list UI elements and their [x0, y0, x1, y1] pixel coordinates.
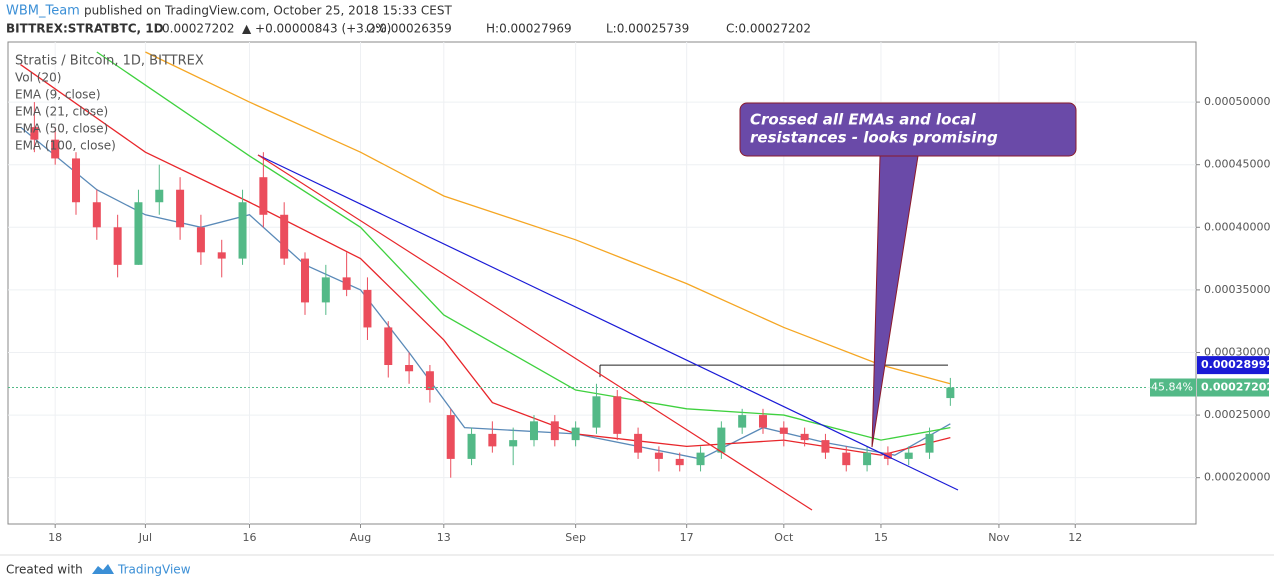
candle-body: [842, 452, 851, 466]
legend-entry: EMA (100, close): [15, 139, 116, 153]
trendline: [257, 154, 813, 511]
candle-body: [717, 427, 726, 453]
open: O:0.00026359: [366, 22, 452, 36]
ema-line: [96, 51, 951, 441]
resistance-label: 0.00028992: [1201, 358, 1274, 371]
candle-body: [550, 421, 559, 441]
candle-body: [863, 452, 872, 466]
ema-line: [20, 126, 951, 460]
candle-body: [821, 440, 830, 453]
y-tick-label: 0.00020000: [1204, 471, 1270, 484]
candle-body: [946, 387, 955, 399]
change-bg: [1150, 378, 1196, 397]
candle-body: [904, 452, 913, 459]
last-price-label: 0.00027202: [1201, 381, 1274, 394]
candle-body: [196, 227, 205, 253]
candle-body: [92, 202, 101, 228]
legend-entry: Stratis / Bitcoin, 1D, BITTREX: [15, 54, 204, 69]
candle-body: [613, 396, 622, 434]
candle-body: [758, 415, 767, 428]
candle-body: [51, 139, 60, 159]
change: ▲ +0.00000843 (+3.2%): [242, 22, 391, 36]
x-tick-label: Jul: [138, 531, 152, 544]
x-tick-label: Nov: [988, 531, 1010, 544]
x-tick-label: 15: [874, 531, 888, 544]
logo: [92, 564, 114, 574]
plot-frame: [7, 41, 1197, 525]
candle-body: [155, 189, 164, 203]
candle-body: [925, 433, 934, 453]
y-tick-label: 0.00040000: [1204, 220, 1270, 233]
x-tick-label: 18: [48, 531, 62, 544]
low: L:0.00025739: [606, 22, 689, 36]
candle-body: [363, 289, 372, 328]
change-label: -45.84%: [1147, 381, 1193, 394]
legend-entry: Vol (20): [15, 71, 61, 85]
candle-body: [134, 202, 143, 265]
callout-text: resistances - looks promising: [750, 129, 998, 147]
candle-body: [301, 258, 309, 303]
symbol: BITTREX:STRATBTC, 1D: [6, 22, 164, 36]
resistance-label-bg: [1197, 356, 1269, 375]
y-tick-label: 0.00050000: [1204, 95, 1270, 108]
candle-body: [280, 214, 289, 259]
x-tick-label: Aug: [350, 531, 371, 544]
candle-body: [883, 452, 892, 459]
candle-body: [800, 433, 809, 441]
candle-body: [72, 158, 81, 203]
candle-body: [571, 427, 580, 441]
candle-body: [259, 177, 268, 215]
candle-body: [238, 202, 247, 259]
candle-body: [779, 427, 788, 434]
candle-body: [738, 415, 747, 428]
trendline: [257, 154, 959, 491]
candle-body: [446, 415, 455, 459]
ema-line: [145, 51, 951, 385]
x-tick-label: Oct: [774, 531, 794, 544]
candle-body: [634, 433, 643, 453]
last-price-bg: [1197, 378, 1269, 397]
footer-brand[interactable]: TradingView: [117, 563, 191, 577]
author[interactable]: WBM_Team: [6, 4, 80, 19]
x-tick-label: 12: [1068, 531, 1082, 544]
candle-body: [696, 452, 705, 466]
candle-body: [425, 371, 434, 391]
candle-body: [467, 433, 476, 459]
candle-body: [342, 277, 351, 290]
high: H:0.00027969: [486, 22, 572, 36]
legend-entry: EMA (21, close): [15, 105, 108, 119]
legend-entry: EMA (9, close): [15, 88, 101, 102]
legend-entry: EMA (50, close): [15, 122, 108, 136]
x-tick-label: Sep: [565, 531, 586, 544]
y-tick-label: 0.00035000: [1204, 283, 1270, 296]
y-tick-label: 0.00045000: [1204, 158, 1270, 171]
published: published on TradingView.com, October 25…: [84, 4, 452, 18]
callout: [739, 102, 1077, 157]
y-tick-label: 0.00025000: [1204, 408, 1270, 421]
candle-body: [321, 277, 330, 303]
candle-body: [217, 252, 226, 259]
last: 0.00027202: [162, 22, 235, 36]
x-tick-label: 17: [680, 531, 694, 544]
candle-body: [113, 227, 122, 265]
candle-body: [675, 458, 684, 466]
candle-body: [176, 189, 185, 228]
candle-body: [592, 396, 601, 428]
candle-body: [529, 421, 538, 441]
candle-body: [405, 365, 414, 372]
footer-created: Created with: [6, 563, 83, 577]
x-tick-label: 16: [242, 531, 256, 544]
x-tick-label: 13: [437, 531, 451, 544]
ema-line: [20, 64, 951, 456]
candle-body: [654, 452, 663, 459]
candle-body: [509, 440, 518, 447]
y-tick-label: 0.00030000: [1204, 345, 1270, 358]
candle-body: [30, 127, 39, 140]
callout-text: Crossed all EMAs and local: [750, 111, 976, 129]
close: C:0.00027202: [726, 22, 811, 36]
candle-body: [384, 327, 393, 366]
candle-body: [488, 433, 497, 447]
